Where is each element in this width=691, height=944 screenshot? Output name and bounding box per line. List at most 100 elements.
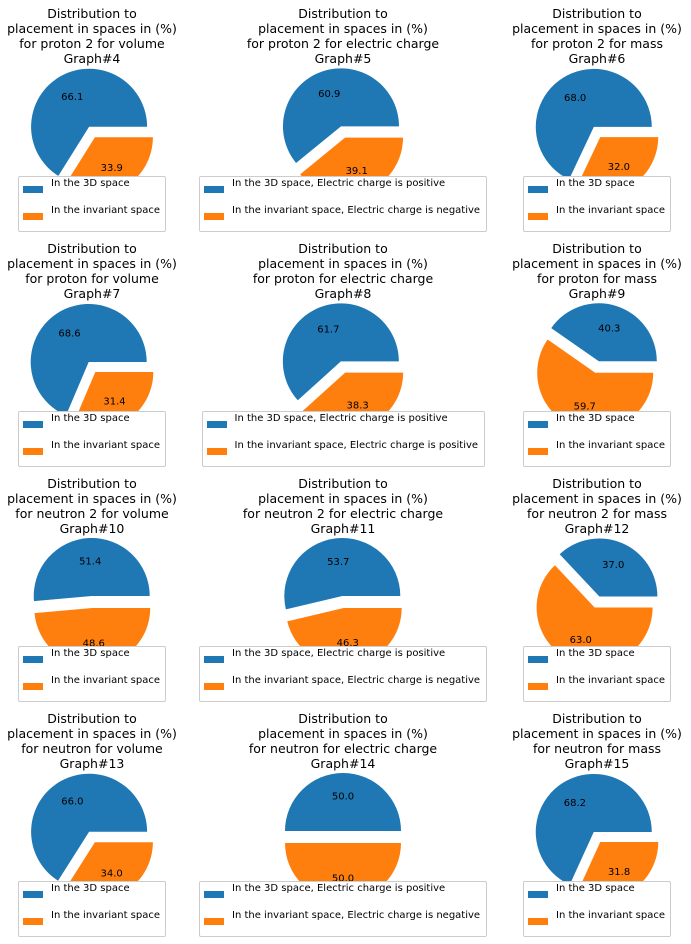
pie-slice-3d-space xyxy=(535,773,652,885)
chart-title-line: for neutron for volume xyxy=(21,741,163,756)
pie-percentage-label: 51.4 xyxy=(79,557,101,568)
legend-entry: In the invariant space xyxy=(23,205,160,220)
legend-label: In the 3D space xyxy=(51,648,130,659)
chart-legend: In the 3D space In the invariant space xyxy=(523,176,671,232)
pie-chart-panel: Distribution to placement in spaces in (%… xyxy=(505,6,689,238)
legend-entry: In the 3D space xyxy=(23,883,130,898)
chart-legend: In the 3D space In the invariant space xyxy=(18,881,166,937)
legend-swatch xyxy=(204,656,224,663)
pie-percentage-label: 48.6 xyxy=(83,638,105,649)
legend-entry: In the 3D space xyxy=(528,883,635,898)
chart-title-line: for proton for electric charge xyxy=(252,271,434,286)
legend-entry: In the invariant space xyxy=(23,440,160,455)
legend-entry: In the invariant space, Electric charge … xyxy=(204,205,480,220)
pie-slice-invariant-space xyxy=(536,565,653,666)
chart-title-line: Distribution to xyxy=(47,241,137,256)
chart-title: Distribution to placement in spaces in (%… xyxy=(218,6,468,66)
chart-title-line: placement in spaces in (%) xyxy=(7,21,177,36)
legend-swatch xyxy=(528,448,548,455)
chart-title-line: placement in spaces in (%) xyxy=(512,21,682,36)
chart-title: Distribution to placement in spaces in (%… xyxy=(218,241,468,301)
legend-label: In the 3D space, Electric charge is posi… xyxy=(234,413,448,424)
legend-label: In the invariant space, Electric charge … xyxy=(234,440,479,451)
chart-legend: In the 3D space In the invariant space xyxy=(18,411,166,467)
chart-legend: In the 3D space In the invariant space xyxy=(523,646,671,702)
pie-percentage-label: 63.0 xyxy=(570,635,592,646)
pie-percentage-label: 50.0 xyxy=(332,873,354,884)
legend-entry: In the 3D space, Electric charge is posi… xyxy=(204,648,445,663)
pie-percentage-label: 37.0 xyxy=(602,560,624,571)
chart-title-line: Distribution to xyxy=(298,711,388,726)
chart-title-line: for proton 2 for volume xyxy=(19,36,165,51)
chart-title-line: placement in spaces in (%) xyxy=(7,256,177,271)
chart-legend: In the 3D space, Electric charge is posi… xyxy=(199,176,487,232)
legend-swatch xyxy=(206,421,227,428)
pie-chart-panel: Distribution to placement in spaces in (%… xyxy=(505,241,689,473)
chart-title: Distribution to placement in spaces in (%… xyxy=(505,711,689,771)
chart-legend: In the 3D space, Electric charge is posi… xyxy=(199,881,487,937)
chart-title-line: for proton for mass xyxy=(536,271,658,286)
legend-swatch xyxy=(528,421,548,428)
legend-entry: In the 3D space xyxy=(23,178,130,193)
legend-label: In the invariant space, Electric charge … xyxy=(232,910,481,921)
chart-title-line: Graph#9 xyxy=(568,286,626,301)
pie-percentage-label: 50.0 xyxy=(332,792,354,803)
legend-swatch xyxy=(528,683,548,690)
pie-chart-panel: Distribution to placement in spaces in (%… xyxy=(505,711,689,943)
legend-swatch xyxy=(23,656,43,663)
chart-title: Distribution to placement in spaces in (%… xyxy=(0,711,184,771)
legend-label: In the 3D space xyxy=(51,883,130,894)
chart-title-line: Graph#8 xyxy=(314,286,372,301)
chart-title-line: Distribution to xyxy=(298,476,388,491)
legend-entry: In the invariant space xyxy=(23,910,160,925)
legend-label: In the 3D space xyxy=(556,178,635,189)
legend-label: In the 3D space, Electric charge is posi… xyxy=(232,883,446,894)
chart-title-line: placement in spaces in (%) xyxy=(7,726,177,741)
pie-chart-panel: Distribution to placement in spaces in (%… xyxy=(505,476,689,708)
legend-entry: In the invariant space xyxy=(528,675,665,690)
pie-slice-3d-space xyxy=(30,303,147,416)
chart-title-line: for neutron 2 for volume xyxy=(15,506,169,521)
legend-swatch xyxy=(528,213,548,220)
pie-percentage-label: 34.0 xyxy=(101,868,123,879)
legend-swatch xyxy=(23,448,43,455)
pie-chart-panel: Distribution to placement in spaces in (%… xyxy=(0,476,184,708)
pie-slice-3d-space xyxy=(559,538,658,597)
legend-entry: In the 3D space xyxy=(528,413,635,428)
legend-entry: In the 3D space, Electric charge is posi… xyxy=(204,883,445,898)
legend-entry: In the invariant space xyxy=(528,205,665,220)
pie-chart: 37.0 63.0 xyxy=(536,538,658,666)
pie-chart: 40.3 59.7 xyxy=(537,303,657,431)
legend-entry: In the 3D space xyxy=(23,413,130,428)
legend-swatch xyxy=(528,186,548,193)
pie-slice-3d-space xyxy=(31,773,148,881)
pie-percentage-label: 32.0 xyxy=(608,162,630,173)
legend-entry: In the invariant space, Electric charge … xyxy=(204,910,480,925)
pie-percentage-label: 66.0 xyxy=(61,797,83,808)
chart-title: Distribution to placement in spaces in (%… xyxy=(505,476,689,536)
chart-title-line: Distribution to xyxy=(298,241,388,256)
legend-swatch xyxy=(23,683,43,690)
chart-title-line: Graph#15 xyxy=(564,756,630,771)
legend-entry: In the invariant space xyxy=(23,675,160,690)
legend-entry: In the 3D space, Electric charge is posi… xyxy=(206,413,448,428)
legend-swatch xyxy=(204,891,224,898)
pie-chart-panel: Distribution to placement in spaces in (%… xyxy=(199,476,487,708)
pie-chart-panel: Distribution to placement in spaces in (%… xyxy=(0,241,184,473)
chart-title: Distribution to placement in spaces in (%… xyxy=(218,711,468,771)
chart-legend: In the 3D space In the invariant space xyxy=(18,176,166,232)
pie-percentage-label: 61.7 xyxy=(317,324,339,335)
legend-label: In the invariant space xyxy=(556,910,666,921)
legend-swatch xyxy=(204,186,224,193)
chart-title: Distribution to placement in spaces in (%… xyxy=(0,241,184,301)
pie-percentage-label: 31.4 xyxy=(103,397,125,408)
pie-slice-3d-space xyxy=(535,68,652,180)
pie-chart-panel: Distribution to placement in spaces in (%… xyxy=(0,6,184,238)
pie-percentage-label: 39.1 xyxy=(346,166,368,177)
chart-title-line: placement in spaces in (%) xyxy=(258,256,428,271)
pie-percentage-label: 66.1 xyxy=(61,92,83,103)
pie-percentage-label: 60.9 xyxy=(318,89,340,100)
chart-title-line: placement in spaces in (%) xyxy=(258,726,428,741)
chart-title: Distribution to placement in spaces in (%… xyxy=(0,6,184,66)
